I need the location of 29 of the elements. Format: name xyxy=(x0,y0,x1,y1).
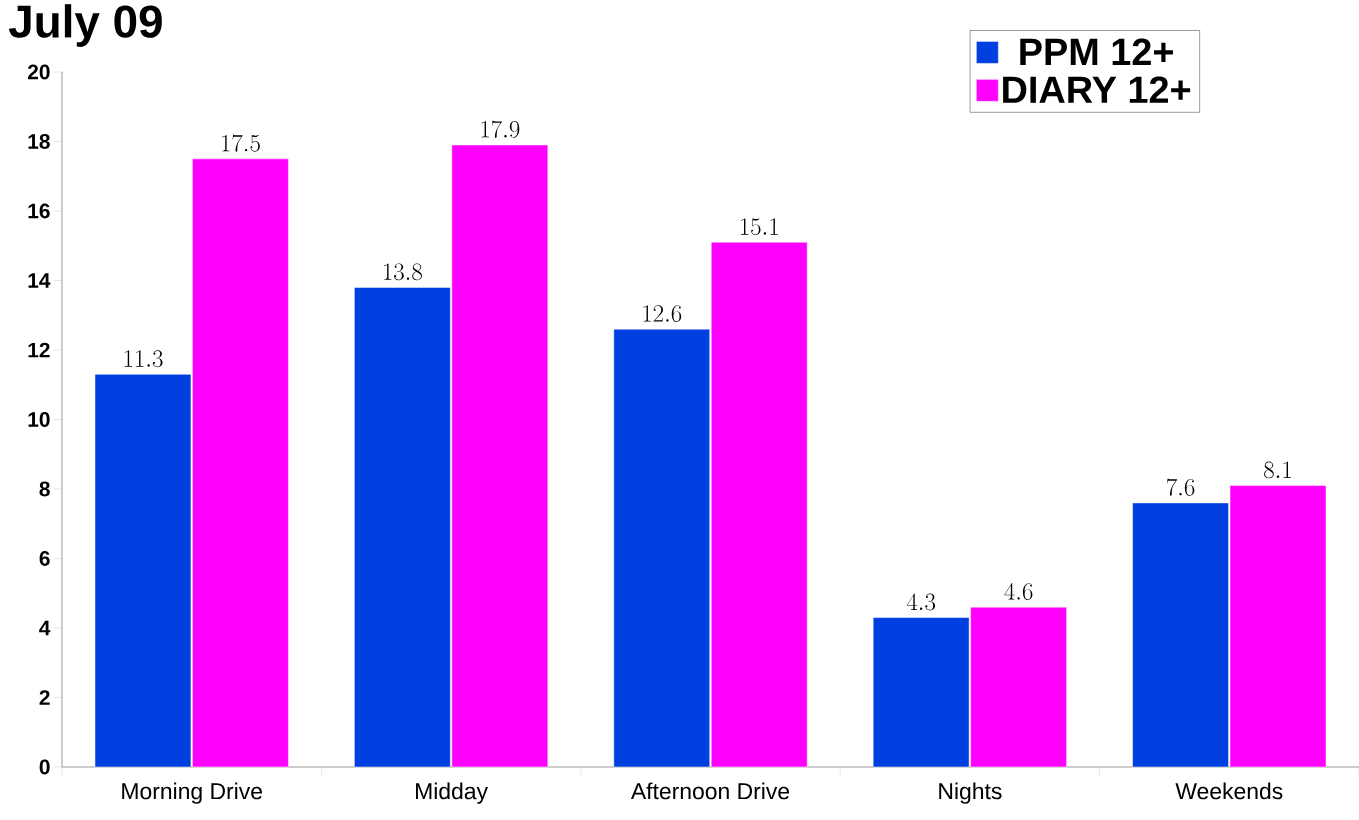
data-label: 15. 1 xyxy=(740,218,778,236)
y-tick-label: 6 xyxy=(39,551,50,566)
data-label: 17.5 xyxy=(222,134,260,152)
y-tick-label: 16 xyxy=(28,203,50,219)
x-tick-label: Morning Drive xyxy=(122,782,262,804)
data-label: 4.6 xyxy=(1004,583,1033,600)
y-tick-label: 2 xyxy=(39,690,50,705)
y-tick-label: 18 xyxy=(28,134,50,149)
data-label: 11 .3 xyxy=(124,350,163,368)
y-tick-label: 12 xyxy=(28,342,50,358)
data-label: 13.8 xyxy=(384,263,422,281)
data-label: 7.6 xyxy=(1166,478,1195,496)
chart-title: July 09 xyxy=(8,4,162,47)
x-tick-label: Afternoon Drive xyxy=(630,782,790,800)
legend-label: DIARY 12+ xyxy=(1003,76,1191,103)
data-label: 4.3 xyxy=(906,593,936,611)
y-tick-label: 8 xyxy=(39,481,50,497)
x-tick-label: Midday xyxy=(416,782,488,804)
y-tick-label: 20 xyxy=(27,64,50,80)
legend-label: PPM 12+ xyxy=(1020,38,1173,65)
y-tick-label: 14 xyxy=(28,273,51,288)
data-label: 8. 1 xyxy=(1264,461,1291,479)
x-tick-label: Nights xyxy=(939,782,1002,804)
y-tick-label: 4 xyxy=(39,620,51,636)
data-label: 17.9 xyxy=(481,120,520,138)
x-tick-label: Weekends xyxy=(1175,782,1283,800)
data-label: 12.6 xyxy=(643,305,682,322)
y-tick-label: 0 xyxy=(39,759,50,775)
y-tick-label: 10 xyxy=(28,412,50,427)
